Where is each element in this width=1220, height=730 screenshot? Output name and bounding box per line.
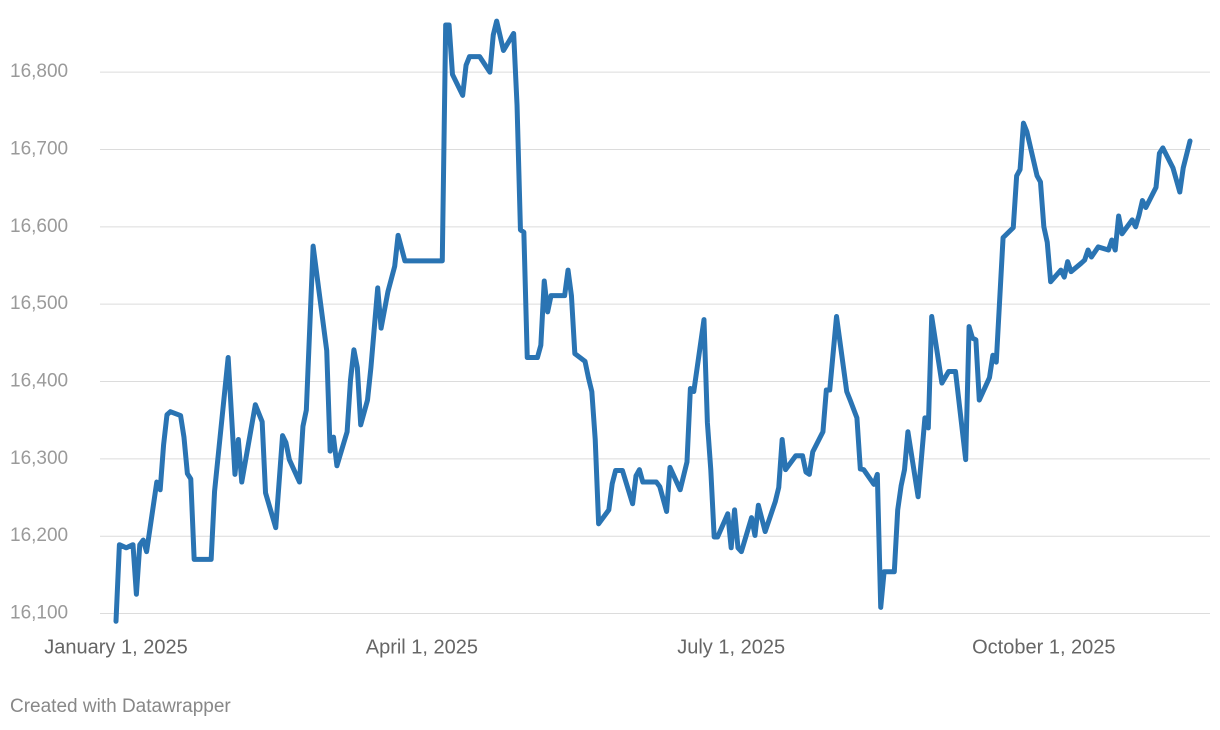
x-tick-label: April 1, 2025 [366,636,478,658]
y-tick-label: 16,500 [10,293,68,314]
y-tick-label: 16,300 [10,448,68,469]
y-tick-label: 16,600 [10,216,68,237]
y-tick-label: 16,400 [10,371,68,392]
y-tick-label: 16,100 [10,603,68,624]
x-tick-label: January 1, 2025 [44,636,187,658]
y-tick-label: 16,700 [10,138,68,159]
x-tick-label: July 1, 2025 [677,636,785,658]
credit: Created with Datawrapper [10,696,231,717]
y-tick-label: 16,800 [10,61,68,82]
y-tick-label: 16,200 [10,525,68,546]
x-tick-label: October 1, 2025 [972,636,1115,658]
line [113,18,1193,624]
